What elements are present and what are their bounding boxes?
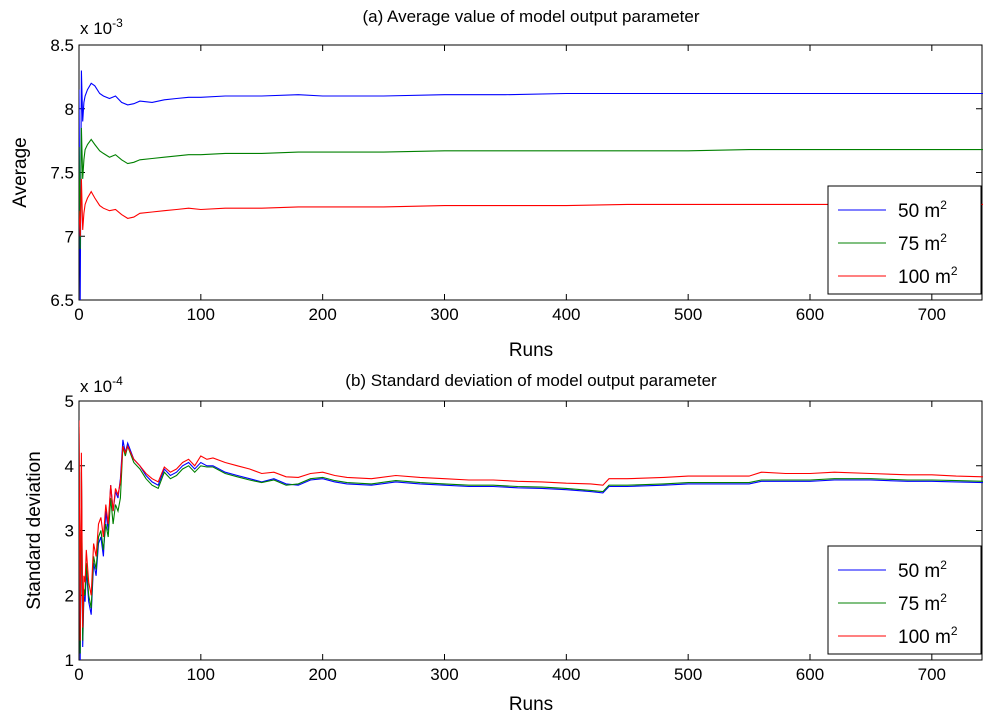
x-tick-label: 400 bbox=[552, 665, 580, 684]
x-tick-label: 0 bbox=[74, 305, 83, 324]
x-tick-label: 100 bbox=[187, 305, 215, 324]
y-axis-label: Standard deviation bbox=[24, 451, 45, 609]
x-tick-label: 100 bbox=[187, 665, 215, 684]
y-tick-label: 3 bbox=[65, 522, 74, 541]
x-tick-label: 0 bbox=[74, 665, 83, 684]
series-line-2 bbox=[79, 127, 983, 250]
legend-label: 75 m2 bbox=[898, 231, 947, 255]
x-tick-label: 600 bbox=[796, 665, 824, 684]
y-tick-label: 6.5 bbox=[50, 291, 74, 310]
y-tick-label: 4 bbox=[65, 457, 74, 476]
series-line-2 bbox=[79, 426, 983, 654]
y-tick-label: 8.5 bbox=[50, 36, 74, 55]
x-axis-label: Runs bbox=[509, 694, 553, 715]
y-exponent-label: x 10-4 bbox=[80, 374, 123, 396]
chart-a-average: (a) Average value of model output parame… bbox=[10, 7, 983, 361]
series-line-3 bbox=[79, 420, 983, 641]
chart-b-standard-deviation: (b) Standard deviation of model output p… bbox=[24, 371, 983, 715]
y-axis-label: Average bbox=[10, 137, 31, 207]
series-line-3 bbox=[79, 178, 983, 237]
legend-label: 50 m2 bbox=[898, 198, 947, 222]
legend-label: 50 m2 bbox=[898, 558, 947, 582]
y-tick-label: 7.5 bbox=[50, 164, 74, 183]
x-tick-label: 700 bbox=[918, 305, 946, 324]
y-exponent-label: x 10-3 bbox=[80, 16, 123, 38]
y-tick-label: 5 bbox=[65, 392, 74, 411]
series-line-1 bbox=[79, 70, 983, 300]
x-tick-label: 200 bbox=[308, 305, 336, 324]
legend-label: 100 m2 bbox=[898, 264, 958, 288]
x-tick-label: 300 bbox=[430, 665, 458, 684]
y-tick-label: 8 bbox=[65, 100, 74, 119]
x-tick-label: 600 bbox=[796, 305, 824, 324]
x-tick-label: 200 bbox=[308, 665, 336, 684]
legend: 50 m2 75 m2 100 m2 bbox=[827, 545, 982, 655]
chart-title: (b) Standard deviation of model output p… bbox=[345, 371, 717, 390]
y-tick-label: 2 bbox=[65, 586, 74, 605]
x-tick-label: 500 bbox=[674, 665, 702, 684]
legend-label: 75 m2 bbox=[898, 591, 947, 615]
chart-title: (a) Average value of model output parame… bbox=[362, 7, 699, 26]
x-tick-label: 700 bbox=[918, 665, 946, 684]
x-tick-label: 500 bbox=[674, 305, 702, 324]
legend: 50 m2 75 m2 100 m2 bbox=[827, 185, 982, 295]
series-line-1 bbox=[79, 433, 983, 660]
y-tick-label: 1 bbox=[65, 651, 74, 670]
x-tick-label: 300 bbox=[430, 305, 458, 324]
y-tick-label: 7 bbox=[65, 227, 74, 246]
legend-label: 100 m2 bbox=[898, 624, 958, 648]
x-tick-label: 400 bbox=[552, 305, 580, 324]
x-axis-label: Runs bbox=[509, 340, 553, 361]
